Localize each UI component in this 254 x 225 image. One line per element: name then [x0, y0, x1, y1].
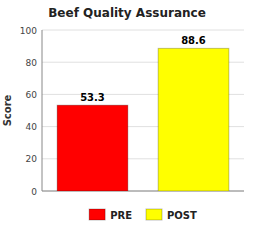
legend-swatch	[146, 209, 162, 220]
legend-label: POST	[167, 210, 197, 221]
title: Beef Quality Assurance	[48, 6, 206, 20]
bar	[158, 48, 229, 191]
y-tick-label: 60	[26, 90, 38, 100]
y-tick-label: 80	[26, 58, 38, 68]
y-tick-label: 40	[26, 122, 38, 132]
bars	[57, 48, 229, 191]
y-tick-label: 20	[26, 154, 38, 164]
y-axis-line	[42, 30, 43, 191]
legend-label: PRE	[110, 210, 132, 221]
y-tick-label: 0	[31, 187, 37, 197]
data-label: 53.3	[80, 92, 105, 103]
grid-line	[42, 30, 244, 31]
bar	[57, 105, 128, 191]
legend-swatch	[89, 209, 105, 220]
y-tick-label: 100	[20, 26, 37, 36]
data-label: 88.6	[181, 35, 206, 46]
legend: PRE POST	[89, 209, 197, 221]
chart: Beef Quality Assurance Score 0 20 40 60 80 100 5…	[0, 0, 254, 225]
y-axis-label: Score	[2, 94, 13, 126]
